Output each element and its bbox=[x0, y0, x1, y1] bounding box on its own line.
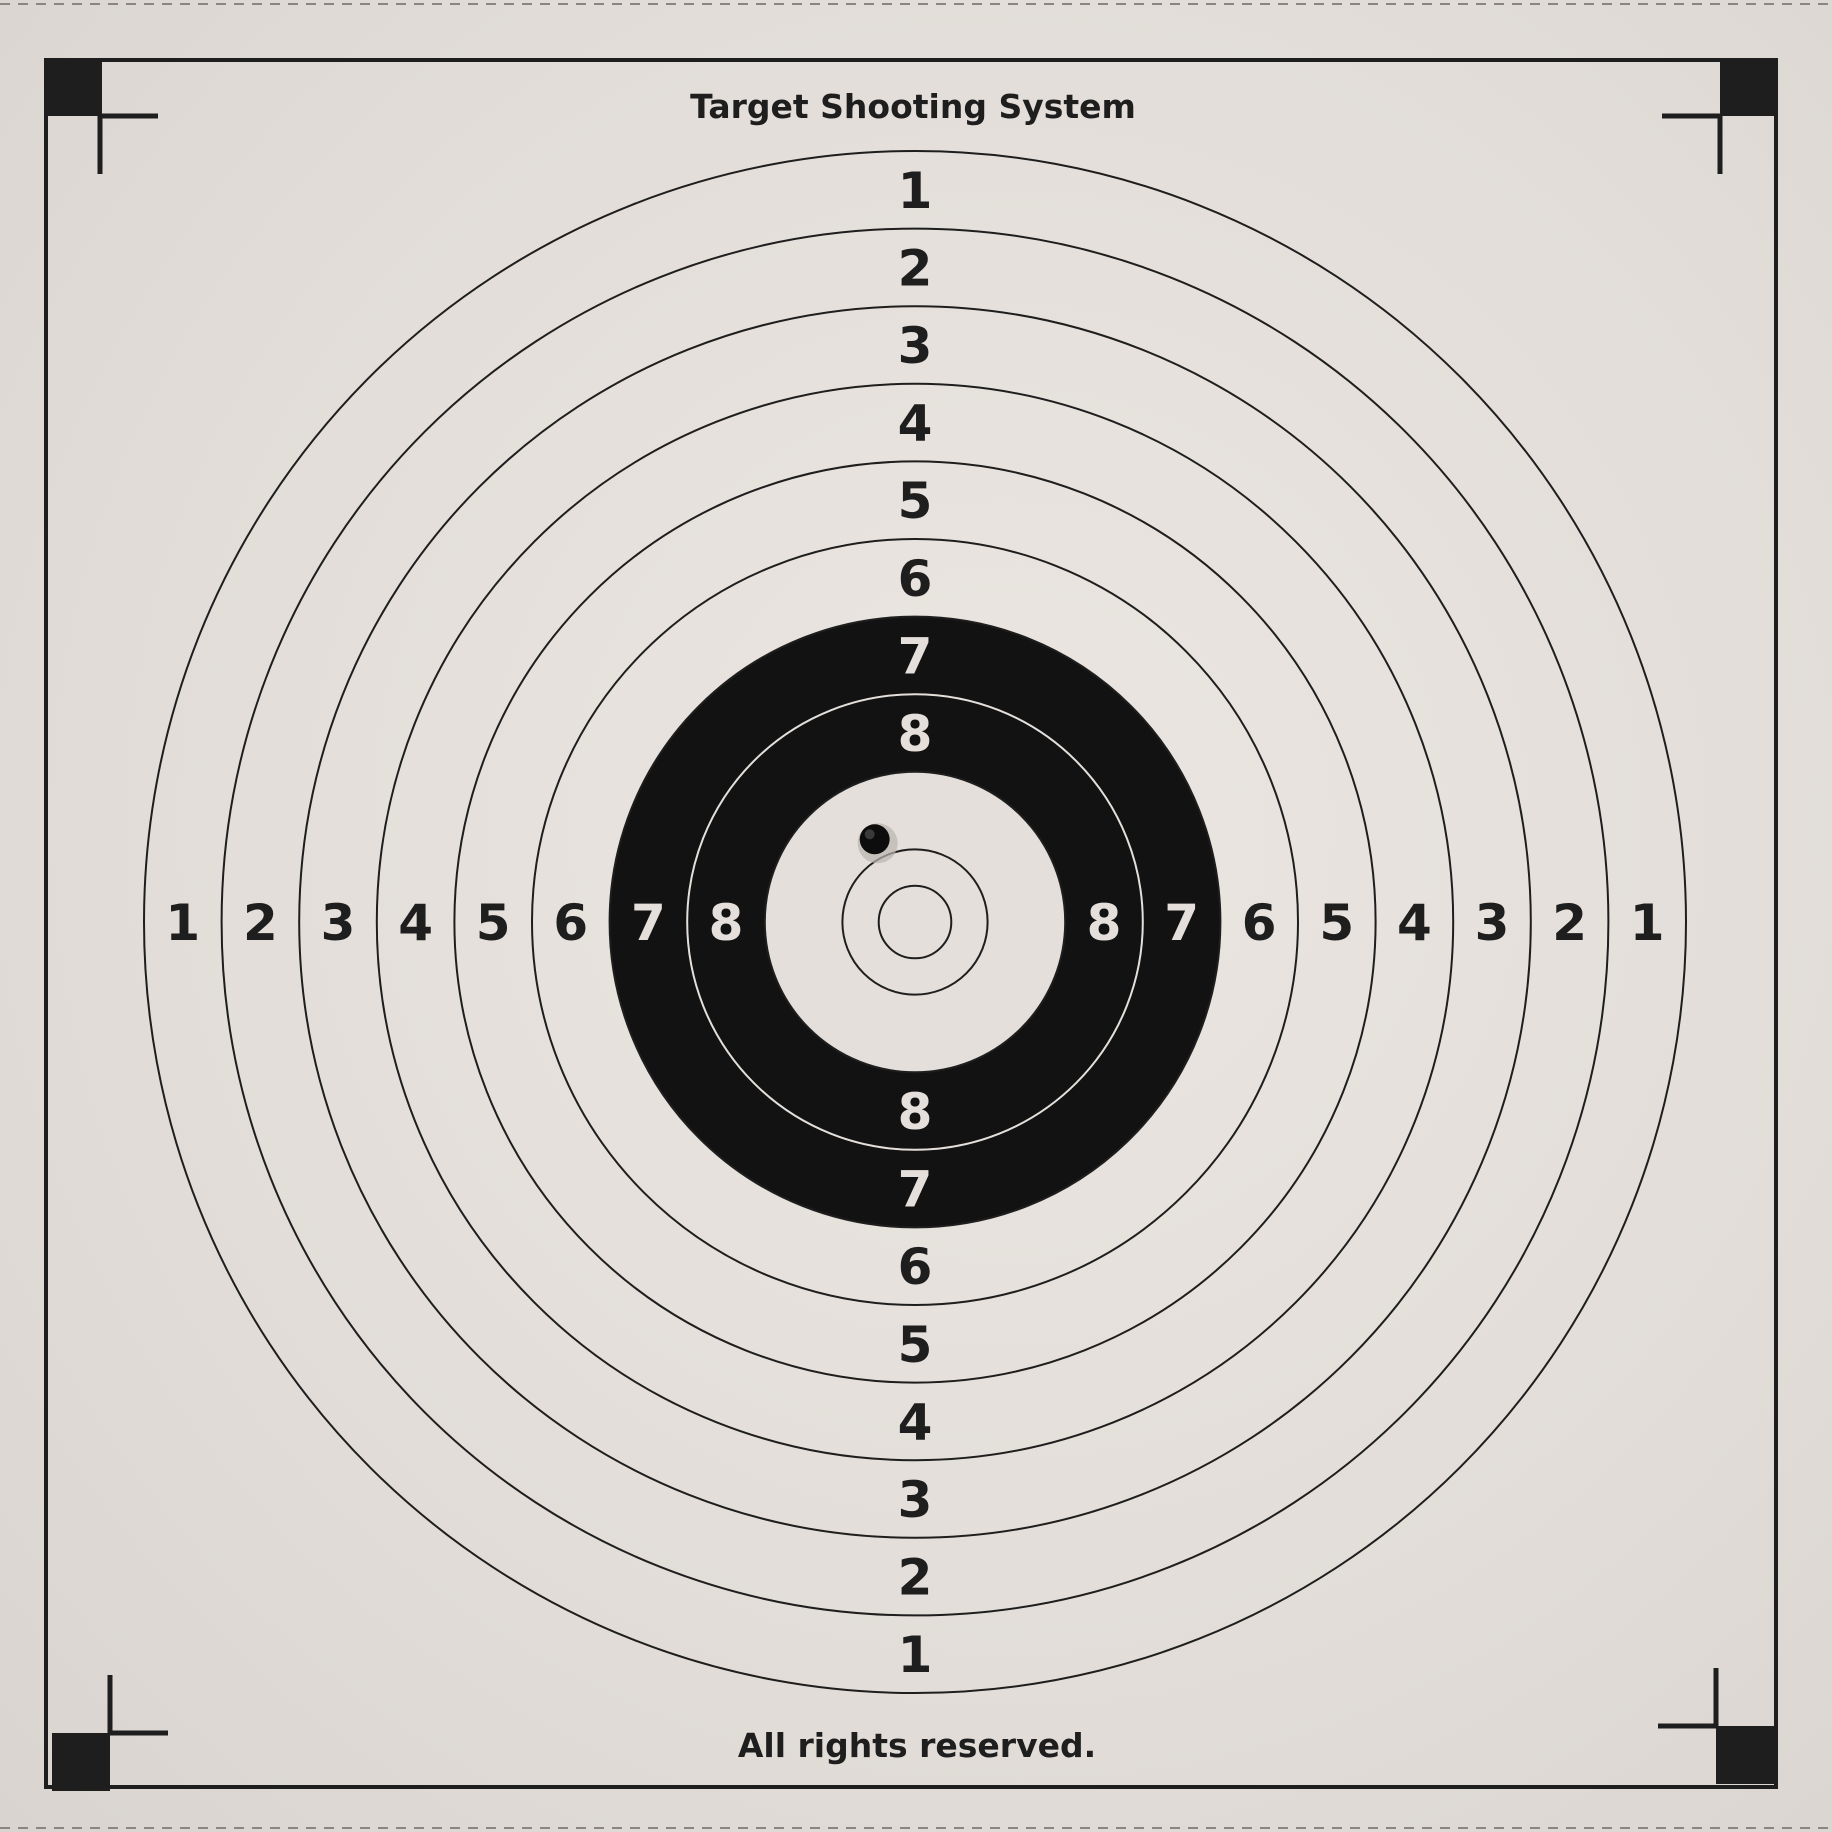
inner-white-disc bbox=[764, 771, 1066, 1073]
ring-number-9-left: 9 bbox=[786, 894, 821, 952]
ring-number-7-top: 7 bbox=[898, 627, 933, 685]
corner-mark-top-left bbox=[44, 58, 158, 174]
ring-number-8-bottom: 8 bbox=[898, 1083, 933, 1141]
ring-inner-ten-outline bbox=[877, 884, 953, 960]
corner-mark-bottom-left bbox=[52, 1675, 168, 1791]
ring-1-outline bbox=[143, 150, 1687, 1694]
ring-number-5-right: 5 bbox=[1319, 894, 1354, 952]
ring-number-8-top: 8 bbox=[898, 705, 933, 763]
ring-number-7-left: 7 bbox=[631, 894, 666, 952]
ring-number-6-top: 6 bbox=[898, 550, 933, 608]
ring-number-4-left: 4 bbox=[398, 894, 433, 952]
sheet-frame bbox=[44, 58, 1778, 1789]
sheet-footer: All rights reserved. bbox=[738, 1726, 1096, 1765]
corner-mark-top-right bbox=[1662, 58, 1778, 174]
ring-number-7-right: 7 bbox=[1164, 894, 1199, 952]
ring-number-6-right: 6 bbox=[1242, 894, 1277, 952]
ring-10-outline bbox=[841, 848, 989, 996]
ring-number-9-bottom: 9 bbox=[898, 1005, 933, 1063]
ring-number-5-left: 5 bbox=[476, 894, 511, 952]
ring-number-2-right: 2 bbox=[1552, 894, 1587, 952]
ring-number-9-right: 9 bbox=[1009, 894, 1044, 952]
ring-4-outline bbox=[375, 382, 1455, 1462]
ring-3-outline bbox=[298, 305, 1532, 1539]
score-rings bbox=[143, 150, 1687, 1694]
ring-number-4-right: 4 bbox=[1397, 894, 1432, 952]
ring-number-1-top: 1 bbox=[898, 162, 933, 220]
ring-number-7-bottom: 7 bbox=[898, 1161, 933, 1219]
ring-number-6-left: 6 bbox=[553, 894, 588, 952]
ring-number-4-top: 4 bbox=[898, 395, 933, 453]
ring-number-3-left: 3 bbox=[321, 894, 356, 952]
black-scoring-zone bbox=[609, 616, 1221, 1228]
ring-number-2-left: 2 bbox=[243, 894, 278, 952]
shot-hole-highlight bbox=[864, 829, 875, 840]
sheet-title: Target Shooting System bbox=[690, 87, 1136, 126]
ring-number-1-left: 1 bbox=[165, 894, 200, 952]
corner-mark-bottom-right bbox=[1658, 1668, 1774, 1784]
ring-number-8-left: 8 bbox=[709, 894, 744, 952]
ring-number-5-bottom: 5 bbox=[898, 1316, 933, 1374]
ring-number-3-bottom: 3 bbox=[898, 1471, 933, 1529]
ring-7-outline bbox=[608, 615, 1222, 1229]
shot-holes bbox=[857, 823, 898, 864]
ring-number-6-bottom: 6 bbox=[898, 1238, 933, 1296]
ring-6-outline bbox=[531, 538, 1299, 1306]
ring-number-8-right: 8 bbox=[1087, 894, 1122, 952]
ring-9-outline bbox=[763, 770, 1067, 1074]
ring-number-9-top: 9 bbox=[898, 783, 933, 841]
ring-number-2-top: 2 bbox=[898, 239, 933, 297]
ring-number-3-top: 3 bbox=[898, 317, 933, 375]
ring-number-2-bottom: 2 bbox=[898, 1549, 933, 1607]
shot-hole bbox=[859, 824, 890, 855]
ring-number-1-bottom: 1 bbox=[898, 1626, 933, 1684]
ring-number-1-right: 1 bbox=[1630, 894, 1665, 952]
ring-number-3-right: 3 bbox=[1475, 894, 1510, 952]
ring-number-5-top: 5 bbox=[898, 472, 933, 530]
ring-number-4-bottom: 4 bbox=[898, 1393, 933, 1451]
ring-2-outline bbox=[220, 227, 1610, 1617]
ring-8-outline bbox=[686, 693, 1144, 1151]
ring-5-outline bbox=[453, 460, 1377, 1384]
